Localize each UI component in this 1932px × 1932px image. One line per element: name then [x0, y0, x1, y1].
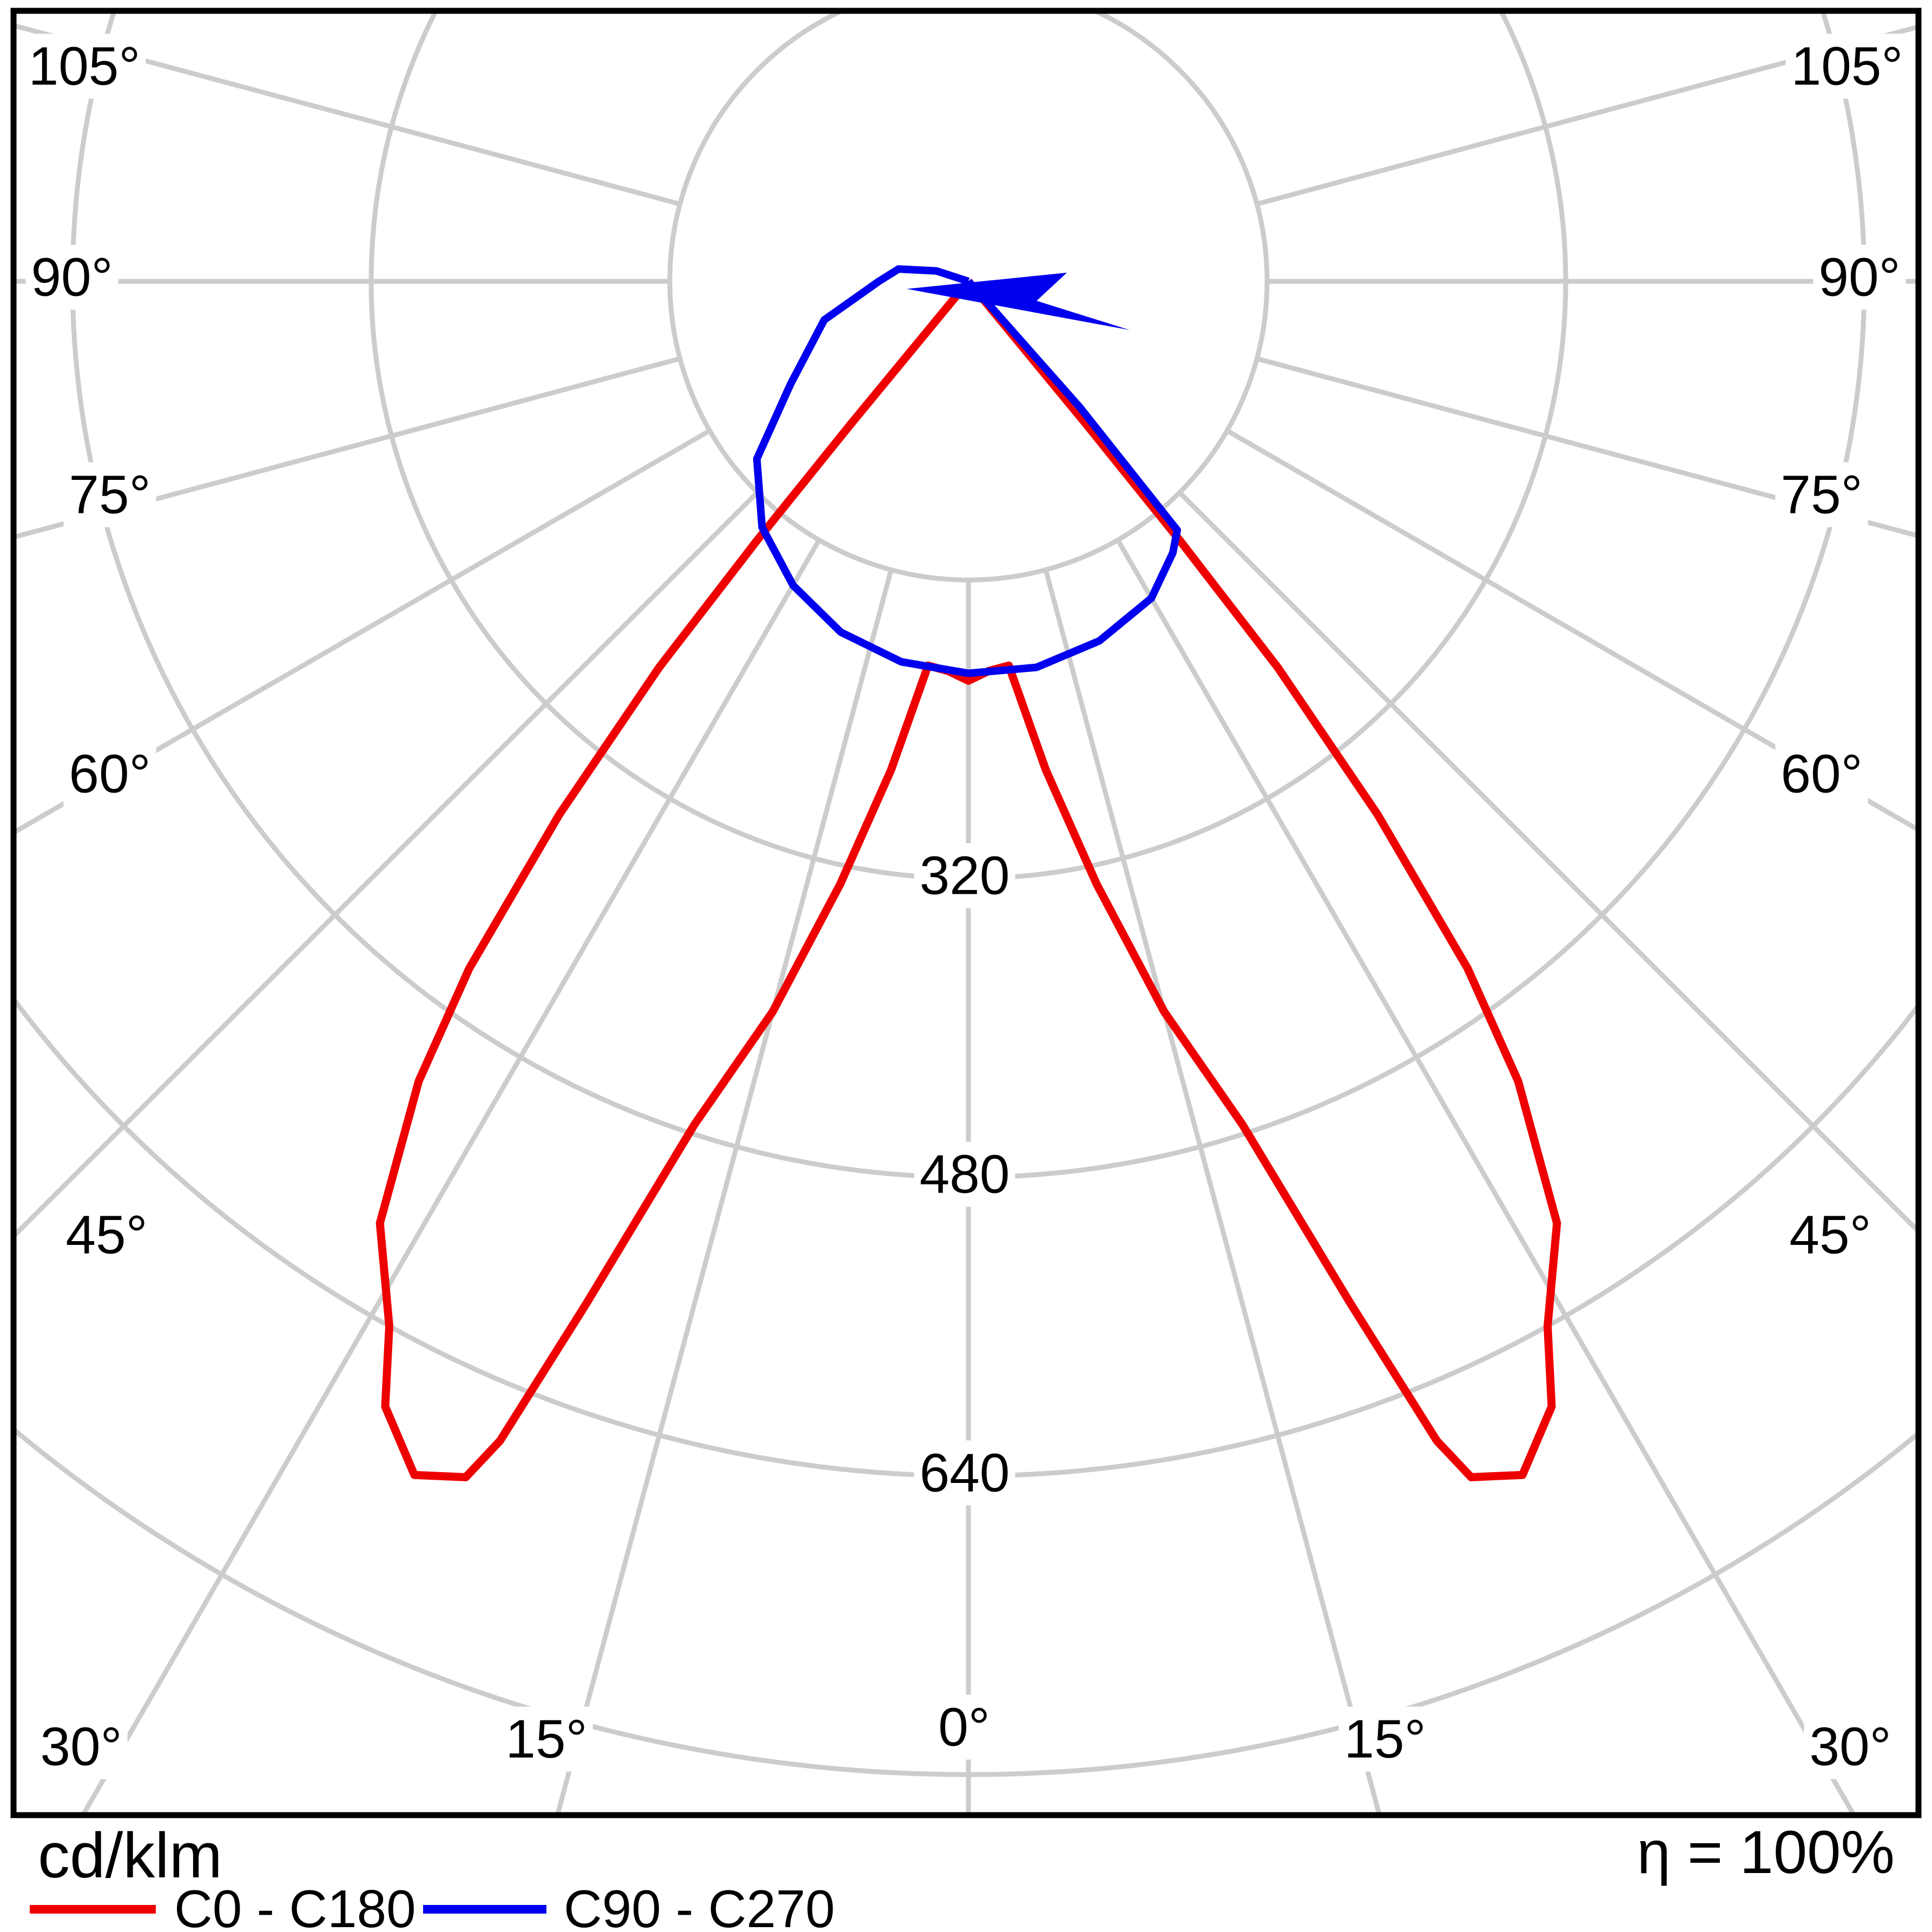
radial-label-320-bg [914, 843, 1016, 908]
grid-ray-105 [1256, 24, 1918, 207]
radial-label-320: 320 [920, 845, 1010, 906]
gamma-label-15-right-bg [1338, 1706, 1432, 1772]
grid-ray-30 [1116, 538, 1857, 1815]
gamma-label-60-left-bg [63, 741, 156, 807]
gamma-label-45-right-bg [1784, 1202, 1877, 1268]
beam-direction-arrow-icon [907, 273, 1130, 330]
series-c0-c180 [375, 279, 1561, 1481]
gamma-label-60-left: 60° [69, 743, 150, 804]
gamma-label-0-left: 0° [938, 1697, 990, 1757]
axis-labels: 0° 15° 15° 30° 30° 45° 45° 60° 60° 75° 75° 90° 90° 10… [23, 34, 1909, 1779]
gamma-label-60-right: 60° [1781, 743, 1862, 804]
radial-label-480-bg [914, 1142, 1016, 1207]
efficiency-label: η = 100% [1637, 1818, 1895, 1886]
grid-ray-60 [1225, 428, 1918, 833]
legend-line-c90-c270 [423, 1905, 546, 1914]
gamma-label-90-left-bg [25, 245, 118, 310]
gamma-label-75-right-bg [1775, 462, 1868, 527]
grid-ray--60 [14, 428, 711, 836]
legend-line-c0-c180 [30, 1905, 156, 1914]
legend-label-c0-c180: C0 - C180 [174, 1879, 416, 1932]
gamma-label-45-right: 45° [1789, 1204, 1871, 1265]
legend-label-c90-c270: C90 - C270 [564, 1879, 835, 1932]
legend: C0 - C180 C90 - C270 [30, 1879, 835, 1932]
chart-frame [10, 8, 1922, 1818]
gamma-label-105-right-bg [1785, 34, 1909, 99]
gamma-label-0-left-bg [933, 1694, 995, 1760]
grid-ray--75 [14, 356, 681, 540]
gamma-label-30-right-bg [1804, 1714, 1897, 1779]
gamma-label-15-right: 15° [1344, 1709, 1426, 1769]
photometric-curves [375, 265, 1561, 1481]
grid-ray--45 [14, 491, 759, 1240]
gamma-label-60-right-bg [1775, 741, 1868, 807]
gamma-label-105-left-bg [23, 34, 146, 99]
grid-ray--105 [14, 23, 681, 207]
grid-ray--15 [555, 569, 894, 1815]
gamma-label-30-left-bg [35, 1714, 128, 1779]
radial-label-640-bg [914, 1440, 1016, 1506]
gamma-label-30-right: 30° [1809, 1716, 1891, 1777]
gamma-label-30-left: 30° [40, 1716, 122, 1777]
gamma-label-75-left: 75° [69, 464, 150, 525]
grid-ray--30 [80, 538, 821, 1815]
gamma-label-75-right: 75° [1781, 464, 1862, 525]
radial-label-640: 640 [920, 1442, 1010, 1503]
unit-label: cd/klm [38, 1820, 222, 1891]
gamma-label-105-right: 105° [1791, 36, 1903, 96]
gamma-label-90-right: 90° [1818, 247, 1900, 307]
gamma-label-75-left-bg [63, 462, 156, 527]
grid-ray-15 [1043, 569, 1382, 1815]
gamma-label-45-left-bg [60, 1202, 153, 1268]
radial-label-480: 480 [920, 1144, 1010, 1204]
gamma-label-90-left: 90° [31, 247, 113, 307]
gamma-label-15-left: 15° [505, 1709, 587, 1769]
gamma-label-15-left-bg [500, 1706, 593, 1772]
series-c90-c270 [753, 265, 1181, 677]
grid-ray-45 [1178, 491, 1918, 1235]
gamma-label-105-left: 105° [29, 36, 141, 96]
gamma-label-90-right-bg [1813, 245, 1906, 310]
gamma-label-45-left: 45° [65, 1204, 147, 1265]
grid-ray-75 [1256, 356, 1918, 539]
